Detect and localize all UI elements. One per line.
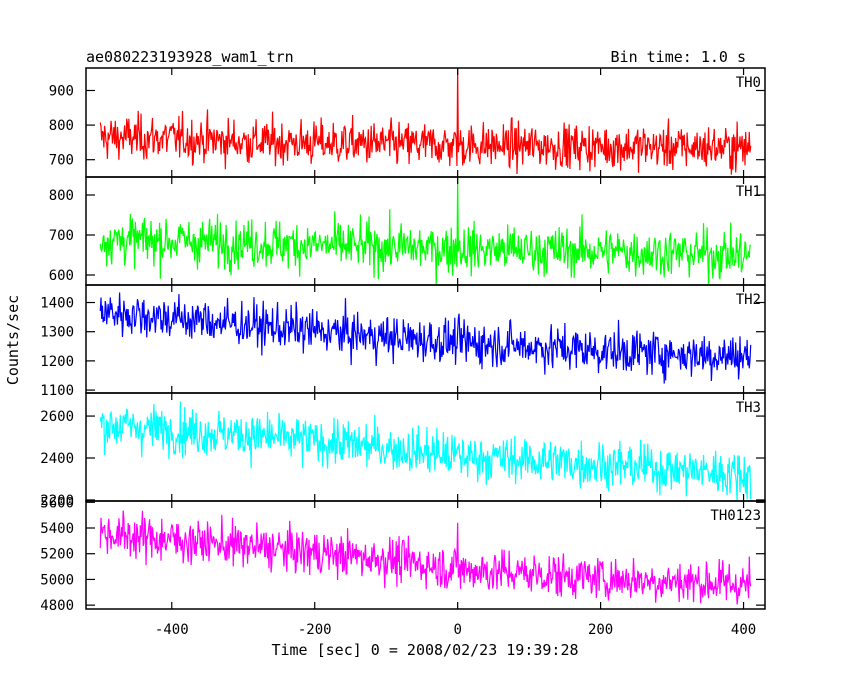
bin-time-label: Bin time: 1.0 s [611,48,746,66]
panel-th1: 600 700 800 TH1 [49,176,766,286]
x-tick-label: 0 [453,622,461,638]
y-tick-label: 1100 [40,383,74,399]
panel-frame [85,284,766,394]
panel-label-th2: TH2 [736,292,761,308]
panel-th0: 700 800 900 TH0 [49,67,766,178]
y-tick-label: 700 [49,228,74,244]
x-tick-label: -400 [155,622,189,638]
x-axis-label: Time [sec] 0 = 2008/02/23 19:39:28 [271,641,578,659]
panels-group: 700 800 900 TH0 600 700 800 TH1 1100 1200 1300 1400… [40,67,766,614]
series-line-th3 [99,401,752,501]
panel-label-th3: TH3 [736,400,761,416]
panel-th0123: 4800 5000 5200 5400 5600 TH0123 [40,495,766,614]
series-line-th1 [99,177,752,285]
y-tick-label: 5200 [40,547,74,563]
y-tick-label: 900 [49,83,74,99]
y-tick-label: 2200 [40,493,74,509]
panel-label-th0: TH0 [736,75,761,91]
x-tick-label: 200 [588,622,613,638]
y-tick-label: 700 [49,153,74,169]
y-tick-label: 1300 [40,325,74,341]
y-tick-label: 5400 [40,521,74,537]
y-tick-label: 1200 [40,354,74,370]
panel-th3: 2200 2400 2600 TH3 [40,392,766,509]
x-tick-label: -200 [298,622,332,638]
series-line-th0123 [99,510,752,605]
y-tick-label: 5600 [40,495,74,511]
y-tick-label: 800 [49,188,74,204]
y-tick-label: 2600 [40,409,74,425]
chart-title: ae080223193928_wam1_trn [86,48,294,66]
series-line-th0 [99,68,752,175]
panel-frame [85,500,766,610]
y-tick-label: 4800 [40,598,74,614]
series-line-th2 [99,292,752,384]
x-tick-label: 400 [731,622,756,638]
panel-label-th0123: TH0123 [710,508,761,524]
panel-frame [85,67,766,178]
x-axis: -400 -200 0 200 400 [155,622,756,638]
y-tick-label: 2400 [40,451,74,467]
panel-label-th1: TH1 [736,184,761,200]
y-tick-label: 600 [49,268,74,284]
panel-th2: 1100 1200 1300 1400 TH2 [40,284,766,399]
y-tick-label: 1400 [40,296,74,312]
y-tick-label: 800 [49,118,74,134]
y-tick-label: 5000 [40,572,74,588]
y-axis-label: Counts/sec [4,295,22,385]
